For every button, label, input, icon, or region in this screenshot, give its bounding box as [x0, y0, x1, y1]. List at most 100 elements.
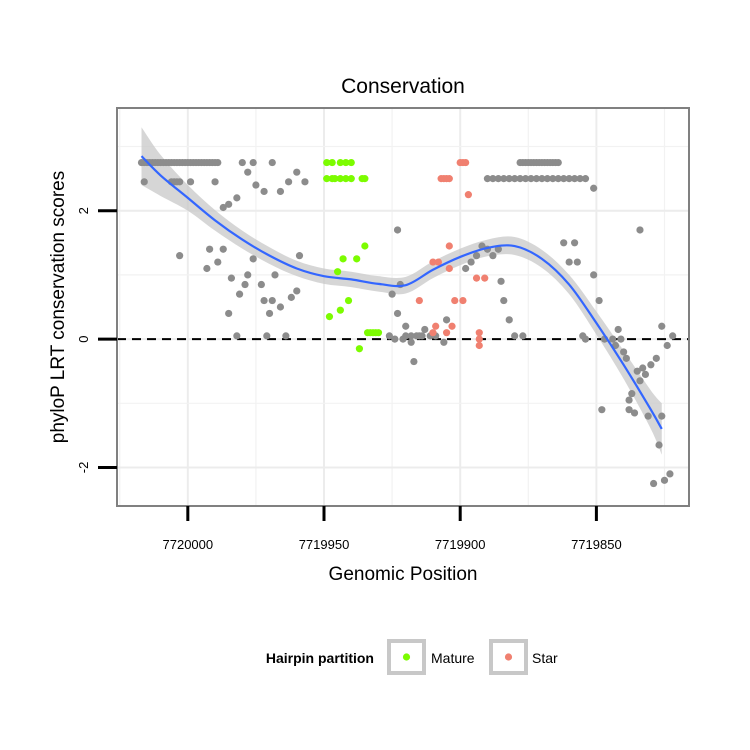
data-point-other [293, 287, 301, 295]
data-point-star [429, 258, 437, 266]
data-point-other [543, 175, 551, 183]
data-point-mature [336, 306, 344, 314]
y-tick-label: 2 [76, 207, 91, 214]
data-point-other [660, 476, 669, 484]
data-point-other [260, 187, 268, 196]
data-point-star [445, 242, 453, 250]
data-point-other [467, 258, 475, 266]
data-point-other [214, 158, 222, 167]
data-point-other [516, 175, 524, 183]
data-point-other [576, 175, 584, 183]
data-point-other [549, 175, 557, 183]
data-point-other [489, 175, 497, 183]
data-point-other [287, 293, 295, 301]
data-point-mature [331, 175, 339, 183]
data-point-other [293, 168, 301, 176]
plot-border [116, 107, 690, 507]
data-point-other [633, 367, 641, 375]
data-point-other [268, 296, 276, 305]
data-point-other [233, 332, 241, 340]
data-point-other [211, 178, 219, 186]
data-point-mature [342, 175, 350, 183]
legend-key-mature-box [387, 639, 426, 675]
x-tick-label: 7720000 [163, 537, 214, 552]
data-point-other [560, 239, 568, 247]
data-point-other [505, 175, 513, 183]
data-point-star [475, 329, 483, 337]
data-point-other [519, 332, 527, 340]
data-point-other [483, 175, 492, 183]
data-point-other [666, 470, 674, 478]
data-point-other [505, 316, 513, 324]
data-point-other [641, 370, 650, 379]
data-point-other [410, 357, 418, 366]
data-point-other [257, 280, 265, 289]
data-point-star [442, 329, 451, 337]
data-point-other [497, 277, 505, 285]
data-point-other [560, 175, 568, 183]
data-point-mature [361, 175, 369, 183]
data-point-other [625, 406, 633, 414]
data-point-star [429, 329, 437, 337]
data-point-mature [339, 255, 347, 263]
data-point-other [295, 252, 304, 260]
smooth-line [140, 155, 663, 430]
data-point-other [415, 332, 423, 340]
data-point-other [301, 178, 309, 186]
data-point-other [571, 239, 579, 247]
data-point-other [500, 296, 508, 305]
x-tick-label: 7719950 [299, 537, 350, 552]
data-point-other [176, 252, 184, 260]
data-point-other [652, 354, 660, 362]
data-point-other [462, 264, 470, 273]
data-point-other [554, 175, 562, 183]
data-point-other [511, 332, 519, 340]
data-point-other [617, 335, 625, 343]
data-point-other [402, 332, 410, 340]
data-point-other [440, 338, 448, 346]
data-point-other [625, 396, 633, 404]
data-point-other [655, 441, 663, 449]
data-point-other [571, 175, 579, 183]
data-point-star [432, 322, 440, 330]
data-point-star [451, 296, 459, 305]
data-point-other [636, 226, 644, 234]
data-point-other [265, 309, 274, 318]
y-tick-label: -2 [76, 462, 91, 474]
legend-title: Hairpin partition [266, 650, 374, 666]
data-point-mature [325, 313, 334, 321]
data-point-other [598, 406, 606, 414]
data-point-star [459, 296, 467, 305]
data-point-other [391, 335, 399, 343]
data-point-other [622, 354, 630, 362]
data-point-other [442, 316, 451, 324]
data-point-star [448, 322, 456, 330]
confidence-band [141, 127, 662, 455]
data-point-star [415, 296, 423, 305]
data-point-other [609, 335, 617, 343]
plot-panel [117, 108, 689, 506]
legend: Hairpin partition Mature Star [266, 639, 558, 675]
legend-label-star: Star [532, 650, 558, 666]
data-point-mature [336, 175, 344, 183]
data-point-other [244, 271, 252, 279]
data-point-other [140, 178, 148, 186]
y-tick-label: 0 [76, 335, 91, 342]
data-point-mature [355, 345, 364, 353]
data-point-other [176, 178, 184, 186]
data-point-mature [328, 158, 336, 167]
data-point-other [276, 303, 285, 311]
data-point-other [238, 158, 246, 167]
data-point-star [472, 274, 481, 282]
data-point-other [241, 280, 249, 289]
data-point-other [263, 332, 271, 340]
data-point-other [647, 361, 655, 369]
data-point-other [407, 338, 415, 346]
data-point-other [244, 168, 252, 176]
data-point-mature [361, 242, 369, 250]
legend-key-star-dot [504, 653, 513, 661]
data-point-mature [323, 175, 331, 183]
data-point-other [203, 264, 211, 273]
data-point-other [527, 175, 535, 183]
